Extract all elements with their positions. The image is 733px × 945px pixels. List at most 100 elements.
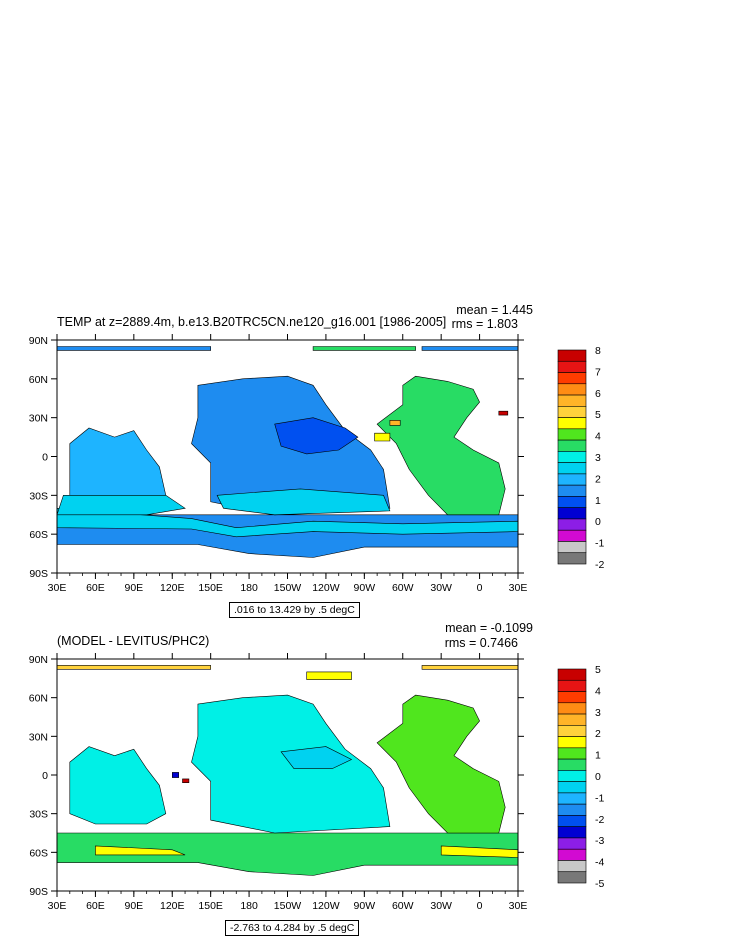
y-tick-label: 60S xyxy=(29,847,48,859)
colorbar-label: 6 xyxy=(595,388,601,400)
region-indian xyxy=(69,427,167,506)
colorbar-label: -1 xyxy=(595,792,604,804)
colorbar-swatch xyxy=(557,349,587,362)
region-marginal-blue xyxy=(172,772,179,778)
x-tick-label: 90W xyxy=(354,582,376,594)
x-tick-label: 30E xyxy=(509,900,528,912)
region-arctic-yellow xyxy=(306,671,352,680)
colorbar-swatch xyxy=(557,394,587,407)
colorbar-label: 0 xyxy=(595,516,601,528)
x-tick-label: 90E xyxy=(124,582,143,594)
region-arctic-strip-east xyxy=(421,665,519,670)
colorbar-swatch xyxy=(557,770,587,782)
colorbar-swatch xyxy=(557,826,587,839)
y-tick-label: 60N xyxy=(29,693,48,705)
map-panel-1: 30E 60E 90E 120E 150E 180 150W 120W 90W 60W 30W 0 30… xyxy=(29,334,604,594)
region-atlantic xyxy=(376,694,506,834)
panel-2-range: -2.763 to 4.284 by .5 degC xyxy=(225,920,360,936)
colorbar-swatch xyxy=(557,803,587,816)
region-pacific-deep-core xyxy=(274,417,359,455)
x-tick-label: 30W xyxy=(430,582,452,594)
region-southern-yellow-1 xyxy=(95,845,186,856)
colorbar-label: -2 xyxy=(595,559,604,571)
region-indian xyxy=(69,746,167,825)
region-arctic-strip xyxy=(56,665,211,670)
colorbar-swatch xyxy=(557,383,587,396)
region-carib-orange xyxy=(389,420,401,426)
colorbar-swatch xyxy=(557,451,587,463)
colorbar-swatch xyxy=(557,372,587,385)
y-tick-label: 0 xyxy=(42,770,48,782)
region-arctic-strip-east xyxy=(421,346,519,351)
x-tick-label: 0 xyxy=(477,900,483,912)
colorbar-swatch xyxy=(557,484,587,497)
colorbar-swatch xyxy=(557,691,587,704)
x-tick-label: 30E xyxy=(48,582,67,594)
colorbar-label: 0 xyxy=(595,771,601,783)
region-indian-south xyxy=(56,495,186,516)
x-tick-label: 30E xyxy=(48,900,67,912)
colorbar-swatch xyxy=(557,736,587,749)
y-tick-label: 90S xyxy=(29,568,48,580)
colorbar-swatch xyxy=(557,406,587,418)
colorbar-swatch xyxy=(557,781,587,794)
colorbar-label: 1 xyxy=(595,495,601,507)
x-tick-label: 60E xyxy=(86,582,105,594)
colorbar-swatch xyxy=(557,668,587,681)
colorbar-label: 3 xyxy=(595,452,601,464)
colorbar-label: -4 xyxy=(595,857,604,869)
x-tick-label: 150E xyxy=(198,582,223,594)
x-tick-label: 0 xyxy=(477,582,483,594)
y-tick-label: 90N xyxy=(29,654,48,666)
colorbar-label: 8 xyxy=(595,345,601,357)
region-marginal-red xyxy=(182,778,190,783)
colorbar-swatch xyxy=(557,848,587,861)
colorbar-label: -2 xyxy=(595,814,604,826)
x-tick-label: 60E xyxy=(86,900,105,912)
x-tick-label: 60W xyxy=(392,900,414,912)
colorbar-label: -5 xyxy=(595,878,604,890)
colorbar-swatch xyxy=(557,428,587,441)
region-arctic-green xyxy=(312,346,416,351)
panel-2-rms: rms = 0.7466 xyxy=(444,636,518,650)
x-tick-label: 180 xyxy=(240,900,258,912)
x-tick-label: 150W xyxy=(274,582,302,594)
colorbar-label: 5 xyxy=(595,664,601,676)
x-tick-label: 90W xyxy=(354,900,376,912)
x-tick-label: 120E xyxy=(160,900,185,912)
colorbar-label: 4 xyxy=(595,431,601,443)
colorbar-swatch xyxy=(557,360,587,373)
x-tick-label: 150E xyxy=(198,900,223,912)
colorbar-swatch xyxy=(557,702,587,715)
colorbar-swatch xyxy=(557,792,587,805)
colorbar-swatch xyxy=(557,439,587,452)
colorbar-label: 2 xyxy=(595,728,601,740)
x-tick-label: 120W xyxy=(312,900,340,912)
y-tick-label: 60N xyxy=(29,374,48,386)
colorbar-swatch xyxy=(557,507,587,520)
x-tick-label: 60W xyxy=(392,582,414,594)
region-med-red xyxy=(498,410,509,416)
y-tick-label: 90N xyxy=(29,335,48,347)
colorbar-swatch xyxy=(557,815,587,827)
region-arctic-strip xyxy=(56,346,211,351)
colorbar-label: -3 xyxy=(595,835,604,847)
x-tick-label: 30W xyxy=(430,900,452,912)
colorbar-label: 3 xyxy=(595,707,601,719)
colorbar-label: -1 xyxy=(595,538,604,550)
colorbar-swatch xyxy=(557,496,587,508)
colorbar-swatch xyxy=(557,541,587,554)
y-tick-label: 60S xyxy=(29,529,48,541)
colorbar-swatch xyxy=(557,758,587,771)
x-tick-label: 120E xyxy=(160,582,185,594)
y-tick-label: 0 xyxy=(42,452,48,464)
colorbar-swatch xyxy=(557,860,587,873)
colorbar-swatch xyxy=(557,518,587,531)
panel-2-title: (MODEL - LEVITUS/PHC2) xyxy=(57,634,210,648)
colorbar-swatch xyxy=(557,417,587,430)
region-pacific-south xyxy=(216,488,391,516)
colorbar-swatch xyxy=(557,529,587,542)
y-tick-label: 30N xyxy=(29,413,48,425)
x-tick-label: 90E xyxy=(124,900,143,912)
